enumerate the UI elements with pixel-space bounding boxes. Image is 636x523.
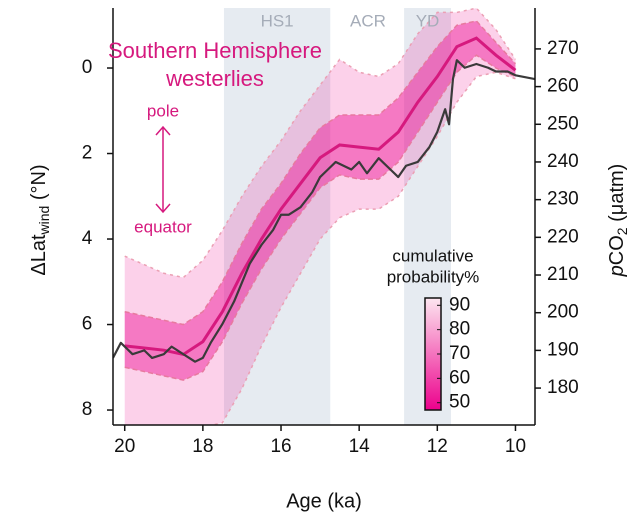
y-label-main: ΔLat xyxy=(28,234,50,276)
outer-bound xyxy=(124,8,517,279)
y-label-unit: (°N) xyxy=(28,164,50,205)
inner-bound xyxy=(124,20,517,326)
inner-bound xyxy=(124,54,516,381)
direction-arrow xyxy=(155,125,171,214)
co2-line xyxy=(113,59,535,363)
x-axis-label: Age (ka) xyxy=(286,490,362,512)
y2-label-sub: 2 xyxy=(614,227,630,235)
y2-tick-label: 230 xyxy=(547,189,579,210)
y2-tick-label: 260 xyxy=(547,76,579,97)
y-tick-label: 4 xyxy=(82,228,93,249)
colorbar-title: probability% xyxy=(387,267,480,286)
period-label: YD xyxy=(416,11,440,30)
x-tick-label: 12 xyxy=(427,436,448,457)
y2-label-unit: (μatm) xyxy=(606,164,628,228)
y-label-sub: wind xyxy=(36,206,52,236)
y2-tick-label: 220 xyxy=(547,226,579,247)
y2-tick-label: 210 xyxy=(547,264,579,285)
y2-label-main: CO xyxy=(606,235,628,265)
outer-band xyxy=(124,8,516,425)
colorbar-title: cumulative xyxy=(392,246,473,265)
x-tick-label: 14 xyxy=(349,436,371,457)
plot-area xyxy=(113,8,535,425)
x-tick-label: 16 xyxy=(270,436,291,457)
period-label: ACR xyxy=(350,11,386,30)
inner-band xyxy=(124,20,516,381)
chart-title: westerlies xyxy=(165,66,264,91)
colorbar-tick-label: 70 xyxy=(449,343,470,364)
periods xyxy=(223,8,451,425)
x-tick-label: 20 xyxy=(114,436,135,457)
y2-axis-label: pCO2 (μatm) xyxy=(606,164,629,278)
y-tick-label: 0 xyxy=(82,57,93,78)
y-axis-label: ΔLatwind (°N) xyxy=(28,164,51,275)
median-line xyxy=(124,36,517,357)
colorbar-tick-label: 60 xyxy=(449,367,470,388)
y2-tick-label: 190 xyxy=(547,339,579,360)
axes: HS1 ACR YD 20 18 16 14 12 10 0 2 4 6 8 180 190 200 210 220… xyxy=(82,8,579,457)
pole-label: pole xyxy=(147,101,179,120)
y2-tick-label: 180 xyxy=(547,377,579,398)
y2-tick-label: 200 xyxy=(547,302,579,323)
colorbar-tick-label: 50 xyxy=(449,392,470,413)
x-tick-label: 18 xyxy=(192,436,213,457)
colorbar-tick-label: 90 xyxy=(449,294,470,315)
y2-label-italic: p xyxy=(606,265,628,277)
y-tick-label: 6 xyxy=(82,314,93,335)
y2-tick-label: 250 xyxy=(547,113,579,134)
period-label: HS1 xyxy=(261,11,294,30)
x-tick-label: 10 xyxy=(505,436,526,457)
y2-tick-label: 270 xyxy=(547,38,579,59)
chart-title: Southern Hemisphere xyxy=(108,38,322,63)
equator-label: equator xyxy=(134,217,192,236)
colorbar-tick-label: 80 xyxy=(449,319,470,340)
y-tick-label: 8 xyxy=(82,399,93,420)
y2-tick-label: 240 xyxy=(547,151,579,172)
y-tick-label: 2 xyxy=(82,143,93,164)
